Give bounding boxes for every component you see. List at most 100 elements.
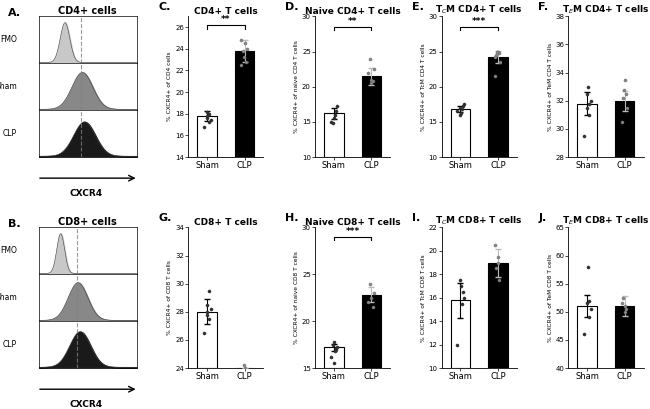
Point [582, 300, 592, 307]
Text: CXCR4: CXCR4 [70, 189, 103, 198]
Point [202, 115, 212, 121]
Point [332, 103, 343, 110]
Y-axis label: CLP: CLP [3, 340, 17, 349]
Point [326, 353, 336, 360]
Point [452, 108, 463, 115]
Point [326, 119, 336, 125]
Point [204, 316, 214, 322]
Point [489, 242, 500, 248]
Point [584, 112, 595, 118]
Point [331, 346, 341, 353]
Point [582, 105, 592, 111]
Point [363, 299, 373, 306]
Text: B.: B. [8, 219, 20, 229]
Point [330, 112, 341, 118]
Point [242, 45, 252, 52]
Point [459, 294, 469, 301]
Point [239, 54, 249, 61]
Point [202, 108, 212, 115]
Point [489, 73, 500, 79]
Y-axis label: CLP: CLP [3, 129, 17, 138]
Point [332, 344, 343, 351]
Point [618, 95, 628, 101]
Bar [235, 51, 254, 157]
Point [619, 76, 630, 83]
Point [240, 372, 251, 378]
Point [586, 306, 596, 312]
Point [455, 112, 465, 118]
Point [199, 330, 209, 336]
Point [329, 339, 339, 345]
Point [619, 303, 630, 310]
Point [366, 76, 376, 83]
Point [236, 37, 246, 43]
Y-axis label: FMO: FMO [0, 35, 17, 44]
Title: T$_{C}$M CD4+ T cells: T$_{C}$M CD4+ T cells [436, 4, 523, 16]
Point [331, 108, 341, 115]
Title: CD4+ T cells: CD4+ T cells [194, 7, 257, 16]
Point [491, 265, 501, 272]
Point [204, 119, 214, 126]
Y-axis label: % CXCR4+ of CD4 cells: % CXCR4+ of CD4 cells [167, 52, 172, 121]
Point [459, 101, 469, 108]
Bar [235, 368, 254, 375]
Y-axis label: % CXCR4+ of TcM CD4 T cells: % CXCR4+ of TcM CD4 T cells [421, 43, 426, 130]
Point [203, 110, 214, 117]
Point [367, 78, 378, 84]
Point [240, 58, 251, 65]
Point [328, 120, 339, 126]
Title: Naive CD4+ T cells: Naive CD4+ T cells [305, 7, 400, 16]
Point [458, 289, 468, 295]
Point [582, 263, 593, 270]
Point [621, 90, 631, 97]
Text: G.: G. [158, 213, 172, 223]
Point [363, 70, 373, 76]
Point [579, 331, 590, 337]
Point [493, 259, 503, 266]
Point [203, 288, 214, 294]
Text: I.: I. [411, 213, 420, 223]
Y-axis label: FMO: FMO [0, 246, 17, 255]
Point [582, 90, 592, 97]
Y-axis label: % CXCR4+ of CD8 T cells: % CXCR4+ of CD8 T cells [167, 260, 172, 335]
Text: D.: D. [285, 2, 298, 12]
Point [586, 97, 596, 104]
Point [202, 112, 213, 119]
Point [493, 254, 503, 260]
Point [455, 277, 465, 283]
Title: CD4+ cells: CD4+ cells [58, 6, 117, 16]
Bar [488, 57, 508, 157]
Text: A.: A. [8, 8, 21, 18]
Bar [324, 113, 343, 157]
Point [491, 52, 501, 58]
Bar [577, 103, 597, 157]
Point [456, 110, 466, 116]
Text: ***: *** [472, 17, 486, 26]
Point [584, 314, 595, 321]
Bar [615, 306, 634, 368]
Point [579, 133, 590, 139]
Point [494, 49, 504, 56]
Text: C.: C. [158, 2, 170, 12]
Text: F.: F. [538, 2, 549, 12]
Point [489, 54, 500, 61]
Point [369, 290, 379, 297]
Text: **: ** [348, 17, 358, 26]
Point [584, 100, 594, 107]
Text: **: ** [221, 15, 231, 24]
Y-axis label: Sham: Sham [0, 293, 17, 302]
Point [619, 86, 629, 93]
Point [202, 311, 213, 318]
Point [238, 48, 248, 54]
Point [495, 59, 506, 65]
Y-axis label: Sham: Sham [0, 82, 17, 91]
Title: T$_{E}$M CD4+ T cells: T$_{E}$M CD4+ T cells [562, 4, 649, 16]
Point [329, 115, 339, 121]
Point [236, 382, 246, 388]
Title: CD8+ T cells: CD8+ T cells [194, 218, 257, 227]
Point [330, 348, 341, 355]
Title: Naive CD8+ T cells: Naive CD8+ T cells [305, 218, 400, 227]
Point [456, 283, 466, 289]
Point [328, 360, 339, 367]
Text: ***: *** [345, 227, 359, 236]
